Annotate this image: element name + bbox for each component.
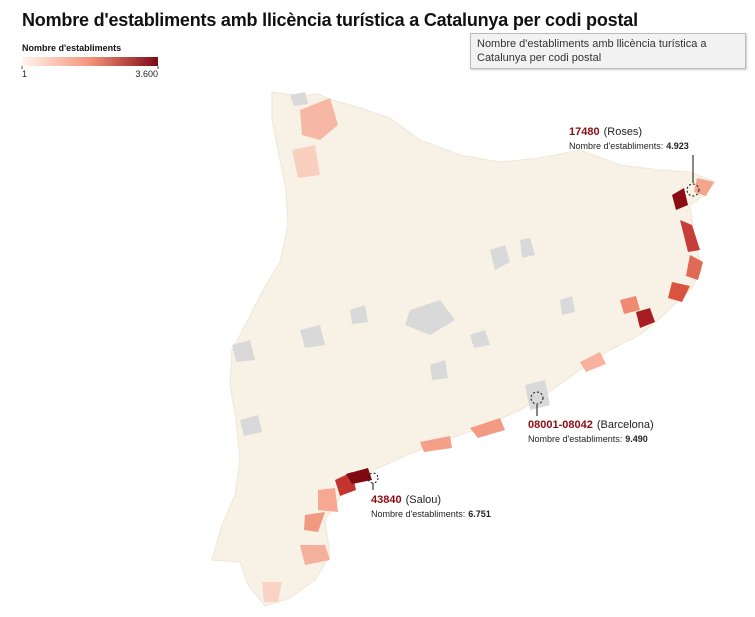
hotspot-areas bbox=[262, 98, 714, 602]
annotation-heading: 43840 (Salou) bbox=[371, 494, 441, 506]
annotation-detail: Nombre d'establiments: 6.751 bbox=[371, 509, 491, 519]
annotation-heading: 17480 (Roses) bbox=[569, 126, 642, 138]
legend-gradient bbox=[22, 57, 158, 66]
postal-code: 43840 bbox=[371, 494, 402, 506]
place-name: (Barcelona) bbox=[597, 419, 654, 431]
gray-areas bbox=[232, 92, 575, 436]
detail-value: 9.490 bbox=[625, 434, 648, 444]
region bbox=[211, 91, 716, 607]
legend-title: Nombre d'establiments bbox=[22, 43, 121, 53]
legend-tick-label: 3.600 bbox=[135, 69, 158, 79]
postal-code: 08001-08042 bbox=[528, 419, 593, 431]
annotation-detail: Nombre d'establiments: 4.923 bbox=[569, 141, 689, 151]
postal-code: 17480 bbox=[569, 126, 600, 138]
legend-ticks: 1 3.600 bbox=[21, 66, 159, 79]
legend-tick-label: 1 bbox=[22, 69, 27, 79]
place-name: (Roses) bbox=[604, 126, 643, 138]
annotation-detail: Nombre d'establiments: 9.490 bbox=[528, 434, 648, 444]
detail-label: Nombre d'establiments: bbox=[371, 509, 465, 519]
title: Nombre d'establiments amb llicència turí… bbox=[22, 10, 638, 30]
annotation-heading: 08001-08042 (Barcelona) bbox=[528, 419, 654, 431]
tooltip: Nombre d'establiments amb llicència turí… bbox=[470, 33, 746, 69]
annotation-pointers bbox=[367, 155, 700, 490]
detail-label: Nombre d'establiments: bbox=[528, 434, 622, 444]
place-name: (Salou) bbox=[406, 494, 441, 506]
annotations: 17480 (Roses)Nombre d'establiments: 4.9230… bbox=[371, 126, 689, 519]
detail-value: 4.923 bbox=[666, 141, 689, 151]
detail-label: Nombre d'establiments: bbox=[569, 141, 663, 151]
detail-value: 6.751 bbox=[468, 509, 491, 519]
